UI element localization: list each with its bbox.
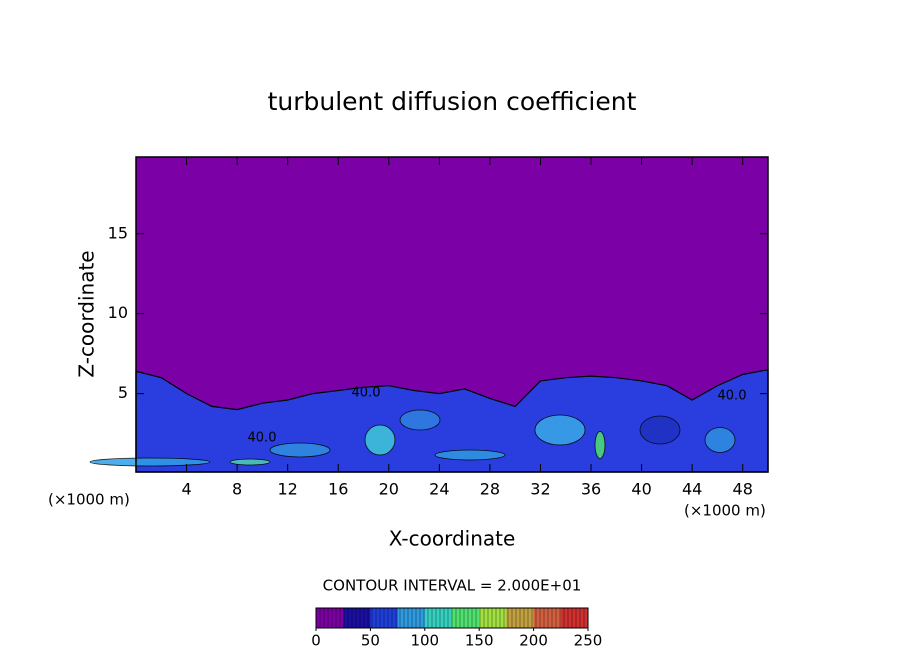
x-tick-label: 16	[328, 480, 348, 499]
field-texture	[269, 442, 331, 458]
field-texture	[399, 409, 441, 431]
contour-label: 40.0	[718, 389, 747, 404]
colorbar-tick-label: 0	[311, 632, 321, 650]
y-axis-label: Z-coordinate	[75, 250, 99, 377]
field-texture	[229, 458, 271, 466]
x-tick-label: 44	[682, 480, 702, 499]
contour-label: 40.0	[352, 386, 381, 401]
field-texture	[89, 457, 211, 467]
colorbar-segment	[343, 608, 371, 628]
x-tick-label: 8	[232, 480, 242, 499]
colorbar-segment	[479, 608, 507, 628]
x-unit: (×1000 m)	[684, 502, 766, 520]
x-tick-label: 28	[480, 480, 500, 499]
x-tick-label: 40	[631, 480, 651, 499]
colorbar-frame	[315, 607, 589, 629]
colorbar-tick-label: 200	[519, 632, 548, 650]
y-tick-label: 5	[118, 383, 128, 402]
colorbar-tick-label: 50	[361, 632, 380, 650]
field-texture	[594, 431, 606, 459]
x-tick-label: 48	[733, 480, 753, 499]
field-texture	[639, 415, 681, 445]
chart-title: turbulent diffusion coefficient	[268, 87, 637, 116]
colorbar-segment	[560, 608, 589, 628]
x-tick-label: 32	[530, 480, 550, 499]
x-tick-label: 4	[181, 480, 191, 499]
colorbar-tick-label: 250	[574, 632, 603, 650]
x-tick-label: 12	[278, 480, 298, 499]
colorbar-segment	[397, 608, 426, 628]
colorbar-segment	[533, 608, 562, 628]
x-tick-label: 36	[581, 480, 601, 499]
contour-interval: CONTOUR INTERVAL = 2.000E+01	[323, 577, 582, 595]
field-texture	[704, 427, 736, 453]
plot-frame	[135, 156, 769, 473]
colorbar-segment	[424, 608, 453, 628]
field-texture	[534, 414, 586, 446]
colorbar-segment	[452, 608, 480, 628]
field-texture	[434, 449, 506, 461]
y-tick-label: 10	[108, 303, 128, 322]
field-texture	[364, 424, 396, 456]
x-axis-label: X-coordinate	[389, 527, 516, 551]
colorbar-tick-label: 150	[465, 632, 494, 650]
x-tick-label: 24	[429, 480, 449, 499]
x-unit: (×1000 m)	[48, 491, 130, 509]
contour-label: 40.0	[248, 431, 277, 446]
x-tick-label: 20	[379, 480, 399, 499]
colorbar-tick-label: 100	[410, 632, 439, 650]
colorbar-segment	[316, 608, 344, 628]
y-tick-label: 15	[108, 223, 128, 242]
